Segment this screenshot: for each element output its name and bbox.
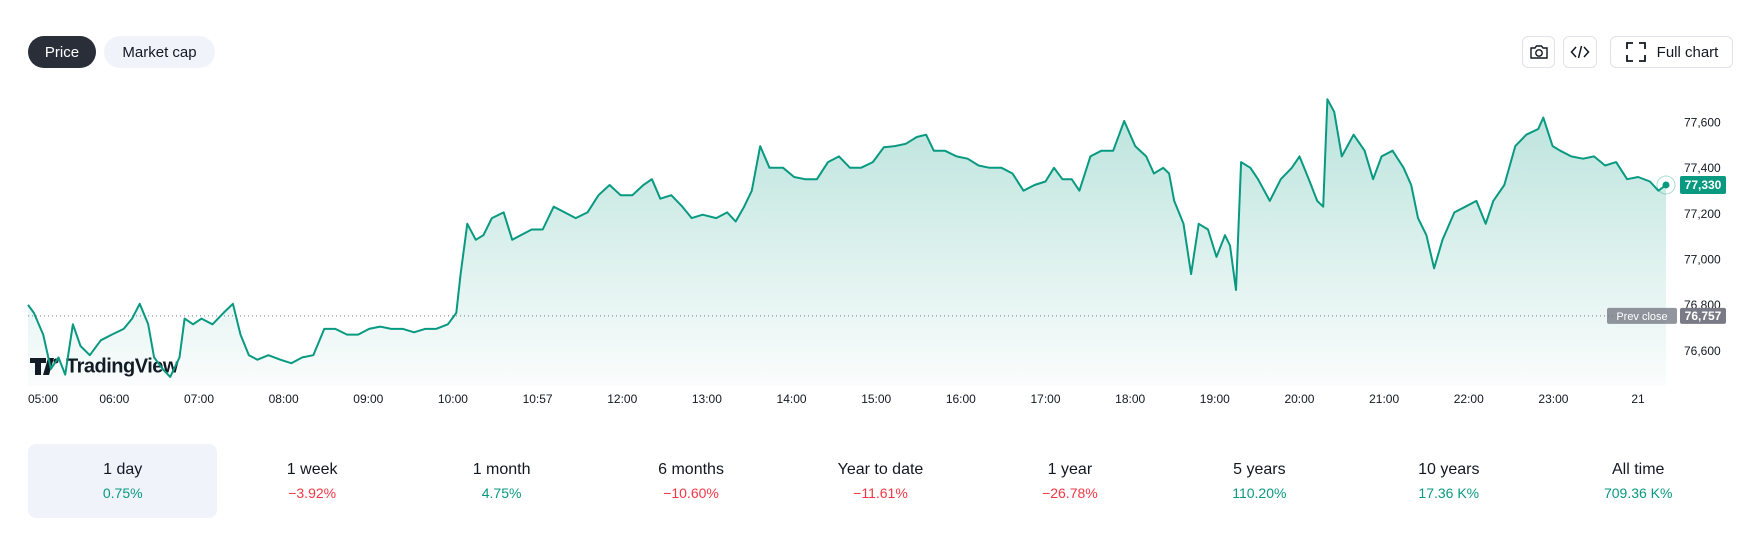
x-tick-label: 18:00	[1115, 392, 1145, 406]
timeframe-label: 1 month	[472, 461, 531, 478]
timeframe[interactable]: 1 year −26.78%	[975, 444, 1164, 518]
expand-icon	[1625, 42, 1646, 62]
embed-button[interactable]	[1563, 36, 1597, 68]
timeframe[interactable]: 10 years 17.36 K%	[1354, 444, 1543, 518]
timeframe[interactable]: All time 709.36 K%	[1544, 444, 1733, 518]
area	[28, 99, 1666, 387]
prev-close-value: 76,757	[1685, 309, 1722, 323]
x-tick-label: 21:00	[1369, 392, 1399, 406]
x-tick-label: 05:00	[28, 392, 58, 406]
last-price-label: 77,330	[1685, 178, 1722, 192]
x-tick-label: 07:00	[184, 392, 214, 406]
timeframe-label: All time	[1611, 461, 1665, 478]
y-tick-label: 77,200	[1684, 207, 1721, 221]
y-tick-label: 77,600	[1684, 115, 1721, 129]
camera-icon	[1529, 45, 1548, 59]
x-tick-label: 19:00	[1200, 392, 1230, 406]
full-chart-button[interactable]: Full chart	[1610, 36, 1733, 68]
timeframe[interactable]: 1 day 0.75%	[28, 444, 218, 518]
x-tick-label: 10:00	[438, 392, 468, 406]
timeframe-change: −26.78%	[1042, 485, 1098, 501]
x-tick-label: 06:00	[99, 392, 129, 406]
x-tick-label: 12:00	[607, 392, 637, 406]
timeframe-label: 6 months	[658, 461, 724, 478]
timeframe-change: −10.60%	[663, 485, 719, 501]
timeframe[interactable]: 6 months −10.60%	[596, 444, 785, 518]
timeframe-change: 0.75%	[102, 485, 143, 501]
full-chart-label: Full chart	[1656, 43, 1719, 61]
x-tick-label: 16:00	[946, 392, 976, 406]
prev-close-value-box	[1680, 307, 1726, 324]
x-tick-label: 10:57	[523, 392, 553, 406]
timeframe-bar: 1 day 0.75% 1 week −3.92% 1 month 4.75% 6 mont…	[28, 444, 1733, 518]
timeframe-label: 10 years	[1418, 461, 1480, 478]
timeframe-change: −11.61%	[853, 485, 908, 501]
timeframe-change: −3.92%	[288, 485, 337, 501]
x-tick-label: 17:00	[1030, 392, 1060, 406]
x-tick-label: 15:00	[861, 392, 891, 406]
timeframe-label: Year to date	[837, 461, 924, 478]
chart: TradingView 76,60076,80077,00077,20077,4…	[27, 98, 1726, 406]
x-tick-label: 08:00	[269, 392, 299, 406]
x-tick-label: 09:00	[353, 392, 383, 406]
y-tick-label: 77,000	[1684, 253, 1721, 267]
x-tick-label: 14:00	[777, 392, 807, 406]
timeframe[interactable]: Year to date −11.61%	[786, 444, 975, 518]
timeframe-change: 709.36 K%	[1603, 485, 1673, 501]
y-tick-label: 76,600	[1684, 344, 1721, 358]
timeframe[interactable]: 1 month 4.75%	[407, 444, 596, 518]
timeframe-change: 110.20%	[1232, 485, 1287, 501]
prev-close-label: Prev close	[1616, 311, 1667, 323]
timeframe[interactable]: 5 years 110.20%	[1165, 444, 1354, 518]
timeframe-label: 1 year	[1047, 461, 1093, 478]
x-tick-label: 23:00	[1538, 392, 1568, 406]
timeframe-label: 1 week	[286, 461, 338, 478]
timeframe-change: 17.36 K%	[1418, 485, 1480, 501]
screenshot-button[interactable]	[1522, 36, 1555, 68]
x-tick-label: 22:00	[1454, 392, 1484, 406]
last-point	[1662, 181, 1670, 189]
timeframe-label: 5 years	[1233, 461, 1286, 478]
tab[interactable]: Market cap	[104, 36, 215, 68]
timeframe-change: 4.75%	[481, 485, 522, 501]
y-tick-label: 77,400	[1684, 161, 1721, 175]
tab[interactable]: Price	[28, 36, 96, 68]
timeframe-label: 1 day	[103, 461, 143, 478]
x-tick-label: 21	[1631, 392, 1645, 406]
x-tick-label: 20:00	[1284, 392, 1314, 406]
code-icon	[1570, 45, 1590, 59]
prev-close-tag	[1607, 307, 1677, 324]
x-tick-label: 13:00	[692, 392, 722, 406]
last-price-box	[1680, 175, 1726, 194]
timeframe[interactable]: 1 week −3.92%	[217, 444, 406, 518]
last-point-ring	[1656, 175, 1676, 195]
price-line	[27, 98, 1667, 378]
